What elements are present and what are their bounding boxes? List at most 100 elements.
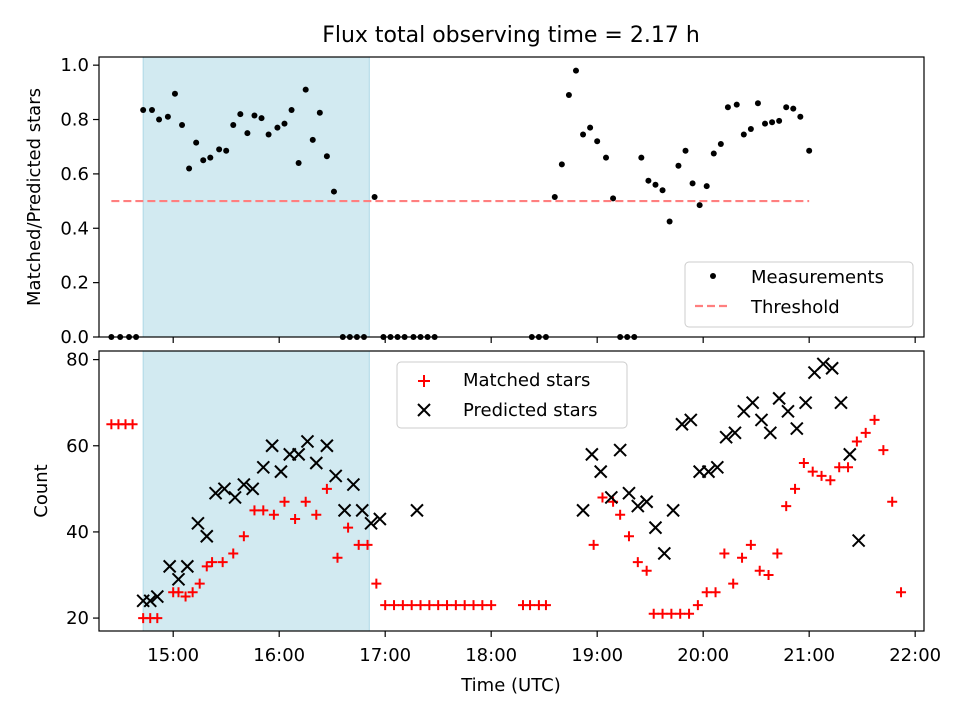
measurement-point	[223, 147, 230, 154]
matched-point	[201, 561, 212, 572]
matched-point	[459, 600, 470, 611]
legend-matched-label: Matched stars	[463, 370, 590, 391]
predicted-point	[237, 477, 251, 492]
matched-point	[745, 539, 756, 550]
measurement-point	[724, 104, 731, 111]
matched-point	[781, 501, 792, 512]
y-tick-label: 0.2	[60, 273, 89, 294]
legend-threshold-label: Threshold	[750, 297, 840, 318]
predicted-point	[745, 395, 760, 410]
matched-point	[851, 436, 862, 447]
bottom-axes-frame	[98, 350, 925, 632]
measurement-point	[281, 120, 288, 127]
matched-point	[152, 613, 163, 624]
matched-point	[772, 548, 783, 559]
x-tick-label: 21:00	[783, 645, 835, 666]
matched-point	[279, 496, 290, 507]
measurement-point	[193, 139, 200, 146]
y-tick-label: 0.4	[60, 218, 89, 239]
bottom-legend-box	[396, 361, 628, 429]
legend-predicted-label: Predicted stars	[463, 400, 597, 421]
measurement-point	[790, 105, 797, 112]
matched-point	[187, 587, 198, 598]
matched-point	[258, 505, 269, 516]
measurement-point	[717, 140, 724, 147]
predicted-point	[150, 589, 165, 604]
x-tick-label: 16:00	[253, 645, 305, 666]
predicted-point	[346, 477, 361, 492]
measurement-point	[156, 116, 163, 123]
matched-point	[754, 565, 765, 576]
measurement-point	[330, 188, 337, 195]
matched-point	[623, 531, 634, 542]
matched-point	[728, 578, 739, 589]
bottom-x-ticks: 15:00 16:00 17:00 18:00 19:00 20:00 21:00 22:00	[147, 631, 941, 666]
matched-point	[389, 600, 400, 611]
predicted-point	[228, 490, 242, 505]
measurement-point	[652, 181, 659, 188]
measurement-point	[288, 107, 295, 114]
predicted-point	[604, 490, 619, 505]
measurement-point	[703, 183, 710, 190]
measurement-point	[258, 115, 265, 122]
predicted-point	[217, 482, 232, 496]
matched-point	[433, 600, 444, 611]
matched-point	[228, 548, 239, 559]
matched-point	[249, 505, 260, 516]
predicted-point	[180, 559, 195, 574]
matched-point	[834, 462, 845, 473]
predicted-point	[710, 460, 725, 475]
predicted-point	[798, 395, 813, 410]
matched-point	[415, 600, 426, 611]
measurement-point	[551, 194, 558, 200]
top-shaded-region	[142, 56, 370, 338]
measurement-point	[747, 126, 754, 133]
y-tick-label: 0.6	[60, 164, 89, 185]
top-y-ticks: 0.0 0.2 0.4 0.6 0.8 1.0	[60, 55, 99, 348]
matched-point	[816, 470, 827, 481]
measurement-point	[309, 136, 316, 143]
x-tick-label: 20:00	[677, 645, 729, 666]
legend-measurements-marker	[710, 273, 716, 279]
legend-matched-marker	[418, 375, 430, 387]
matched-point	[424, 600, 435, 611]
measurement-point	[754, 100, 761, 107]
matched-point	[692, 600, 703, 611]
predicted-point	[790, 421, 804, 436]
predicted-point	[291, 447, 306, 462]
top-legend-box	[684, 261, 914, 328]
matched-point	[641, 565, 652, 576]
predicted-point	[355, 503, 369, 518]
top-x-ticks	[172, 337, 916, 343]
measurement-point	[295, 160, 302, 167]
measurement-point	[565, 92, 572, 99]
predicted-point	[728, 426, 742, 440]
matched-point	[869, 414, 880, 425]
predicted-point	[171, 572, 186, 587]
top-panel: 0.0 0.2 0.4 0.6 0.8 1.0 Matched/Predicted sta…	[24, 55, 925, 348]
measurement-point	[216, 146, 223, 153]
matched-point	[666, 608, 677, 619]
matched-point	[843, 462, 854, 473]
measurement-point	[140, 107, 147, 114]
matched-point	[300, 496, 311, 507]
predicted-point	[245, 482, 260, 496]
predicted-point	[701, 464, 716, 479]
measurement-point	[558, 161, 565, 168]
predicted-point	[265, 439, 279, 453]
predicted-point	[622, 486, 636, 500]
matched-point	[207, 557, 218, 568]
matched-point	[486, 600, 497, 611]
matched-point	[362, 539, 373, 550]
matched-point	[675, 608, 686, 619]
predicted-point	[834, 395, 848, 410]
y-tick-label: 40	[66, 522, 89, 543]
y-tick-label: 20	[66, 608, 89, 629]
matched-point	[173, 587, 184, 598]
measurement-point	[696, 202, 703, 209]
bottom-legend: Matched stars Predicted stars	[396, 361, 628, 429]
chart-title: Flux total observing time = 2.17 h	[322, 23, 700, 48]
measurement-point	[666, 218, 673, 225]
measurement-point	[302, 86, 309, 93]
